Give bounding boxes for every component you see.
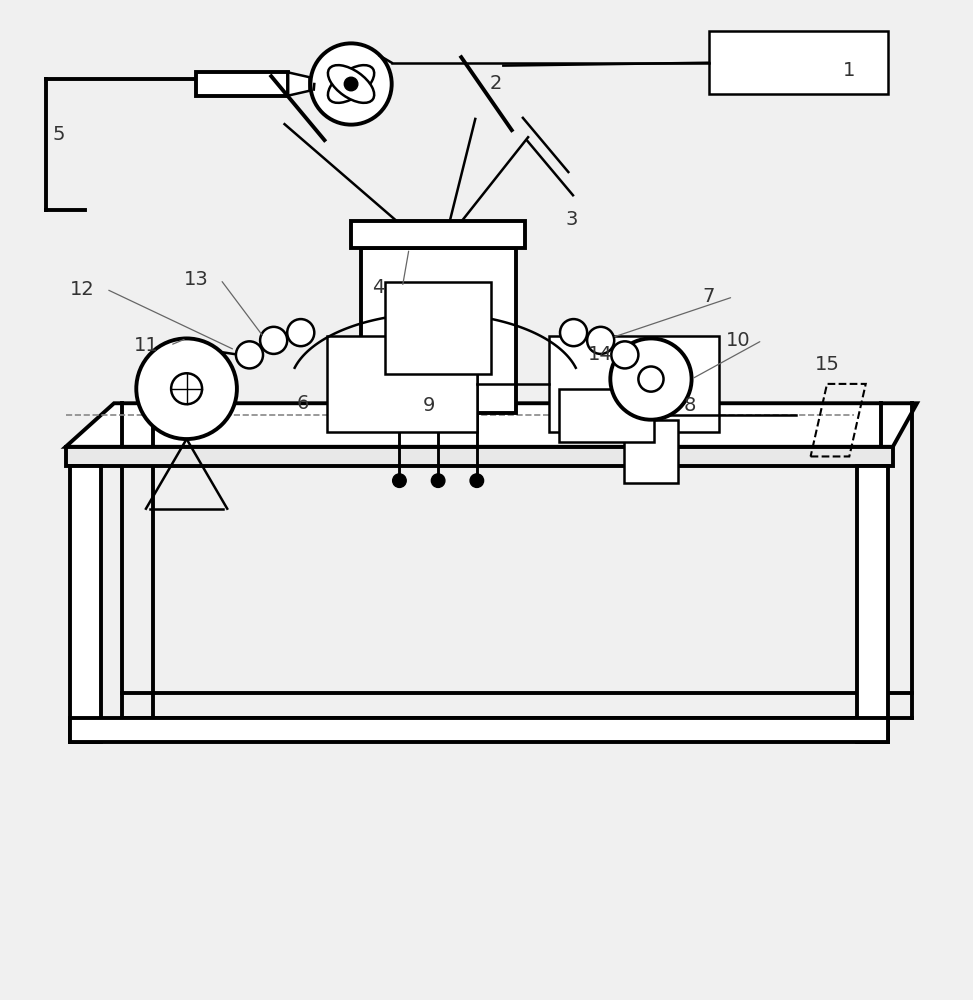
Circle shape <box>171 373 202 404</box>
Bar <box>70 466 101 742</box>
Ellipse shape <box>328 65 375 103</box>
Text: 1: 1 <box>843 61 855 80</box>
Bar <box>70 718 888 742</box>
Bar <box>709 31 888 94</box>
Bar <box>550 336 719 432</box>
Bar <box>361 248 516 413</box>
Text: 14: 14 <box>589 345 613 364</box>
Circle shape <box>610 338 692 420</box>
Text: 4: 4 <box>372 278 384 297</box>
Circle shape <box>611 341 638 368</box>
Text: 8: 8 <box>683 396 696 415</box>
Text: 5: 5 <box>53 125 65 144</box>
Polygon shape <box>65 403 917 447</box>
Circle shape <box>260 327 287 354</box>
Polygon shape <box>65 447 893 466</box>
Ellipse shape <box>328 65 375 103</box>
Text: 10: 10 <box>726 331 750 350</box>
Text: 12: 12 <box>70 280 94 299</box>
Circle shape <box>638 366 664 392</box>
Circle shape <box>393 474 406 487</box>
Circle shape <box>431 474 445 487</box>
Circle shape <box>235 341 263 368</box>
Circle shape <box>310 43 392 125</box>
Circle shape <box>136 338 236 439</box>
Circle shape <box>344 77 358 91</box>
Text: 15: 15 <box>814 355 840 374</box>
Bar <box>559 389 654 442</box>
Text: 11: 11 <box>133 336 159 355</box>
Polygon shape <box>288 72 309 96</box>
Text: 2: 2 <box>490 74 502 93</box>
Text: 9: 9 <box>422 396 435 415</box>
Circle shape <box>470 474 484 487</box>
Text: 6: 6 <box>297 394 308 413</box>
Circle shape <box>560 319 587 346</box>
Bar <box>351 221 525 248</box>
Bar <box>385 282 491 374</box>
Bar <box>624 420 678 483</box>
Text: 3: 3 <box>565 210 578 229</box>
Circle shape <box>587 327 614 354</box>
Bar <box>327 336 477 432</box>
Text: 13: 13 <box>184 270 208 289</box>
Circle shape <box>287 319 314 346</box>
Bar <box>857 466 888 742</box>
Text: 7: 7 <box>703 287 715 306</box>
Bar <box>197 72 288 96</box>
